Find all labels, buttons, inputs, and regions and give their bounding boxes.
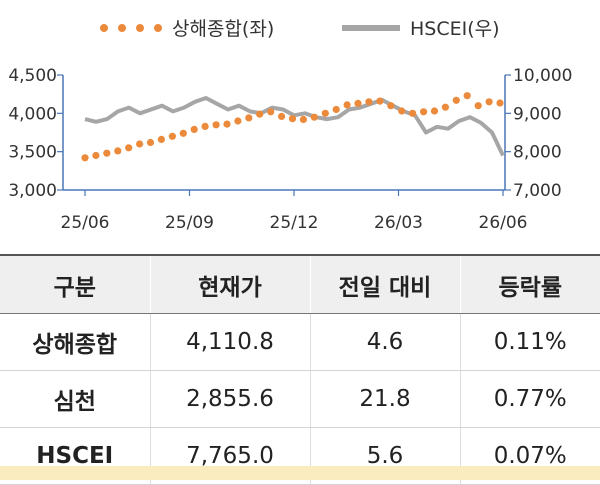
right-tick-label: 10,000 bbox=[513, 66, 572, 86]
header-current-price: 현재가 bbox=[149, 254, 311, 314]
current-price-cell: 4,110.8 bbox=[149, 313, 311, 371]
x-tick-label: 25/06 bbox=[61, 213, 110, 233]
shanghai-point bbox=[321, 109, 329, 117]
shanghai-point bbox=[430, 107, 439, 115]
row-name: 상해종합 bbox=[0, 313, 151, 371]
shanghai-point bbox=[398, 107, 406, 115]
shanghai-point bbox=[223, 120, 231, 128]
shanghai-point bbox=[496, 99, 504, 107]
x-tick-label: 26/06 bbox=[479, 213, 528, 233]
legend-label-hscei: HSCEI(우) bbox=[410, 18, 500, 40]
solid-line-swatch-icon bbox=[342, 24, 400, 31]
footer-band bbox=[0, 466, 600, 480]
table-row: 상해종합 4,110.8 4.6 0.11% bbox=[0, 313, 600, 371]
shanghai-point bbox=[245, 114, 253, 122]
header-change: 전일 대비 bbox=[309, 254, 461, 314]
shanghai-point bbox=[267, 108, 275, 116]
table-row: 심천 2,855.6 21.8 0.77% bbox=[0, 370, 600, 428]
header-category: 구분 bbox=[0, 254, 151, 314]
shanghai-point bbox=[125, 144, 133, 152]
shanghai-point bbox=[81, 154, 89, 162]
row-name: 심천 bbox=[0, 370, 151, 428]
change-rate-cell: 0.77% bbox=[459, 370, 600, 428]
shanghai-point bbox=[168, 132, 176, 140]
shanghai-point bbox=[409, 109, 417, 117]
shanghai-point bbox=[387, 102, 395, 110]
left-tick-label: 3,000 bbox=[8, 181, 57, 201]
legend-item-hscei: HSCEI(우) bbox=[342, 14, 500, 41]
shanghai-point bbox=[474, 102, 482, 110]
shanghai-point bbox=[114, 147, 122, 155]
shanghai-point bbox=[354, 99, 362, 107]
left-tick-label: 3,500 bbox=[8, 143, 57, 163]
shanghai-point bbox=[343, 101, 351, 109]
shanghai-point bbox=[92, 151, 100, 160]
shanghai-point bbox=[463, 92, 471, 100]
index-price-table: 구분 현재가 전일 대비 등락률 상해종합 4,110.8 4.6 0.11% … bbox=[0, 254, 600, 485]
left-tick-label: 4,500 bbox=[8, 66, 57, 86]
change-cell: 4.6 bbox=[309, 313, 461, 371]
change-rate-cell: 0.11% bbox=[459, 313, 600, 371]
shanghai-point bbox=[332, 105, 340, 114]
shanghai-point bbox=[146, 138, 155, 147]
dotted-line-swatch-icon bbox=[100, 23, 162, 32]
legend-label-shanghai: 상해종합(좌) bbox=[172, 18, 275, 40]
shanghai-point bbox=[179, 129, 187, 137]
legend-item-shanghai: 상해종합(좌) bbox=[100, 14, 274, 41]
right-tick-label: 7,000 bbox=[513, 181, 562, 201]
shanghai-point bbox=[278, 112, 286, 120]
x-tick-label: 25/12 bbox=[270, 213, 319, 233]
x-tick-label: 26/03 bbox=[374, 213, 423, 233]
shanghai-point bbox=[234, 117, 242, 125]
x-tick-label: 25/09 bbox=[165, 213, 214, 233]
header-change-rate: 등락률 bbox=[459, 254, 600, 314]
shanghai-point bbox=[157, 135, 165, 143]
shanghai-point bbox=[288, 115, 297, 123]
current-price-cell: 2,855.6 bbox=[149, 370, 311, 428]
shanghai-point bbox=[365, 98, 373, 106]
shanghai-point bbox=[376, 97, 384, 105]
change-cell: 21.8 bbox=[309, 370, 461, 428]
right-tick-label: 8,000 bbox=[513, 143, 562, 163]
shanghai-point bbox=[201, 122, 209, 130]
shanghai-point bbox=[441, 103, 449, 111]
chart-area: 3,000 3,500 4,000 4,500 7,000 8,000 9,000 10,00… bbox=[0, 14, 600, 233]
hscei-line bbox=[84, 96, 505, 157]
line-chart: 3,000 3,500 4,000 4,500 7,000 8,000 9,000 10,00… bbox=[8, 66, 572, 233]
chart-legend: 상해종합(좌) HSCEI(우) bbox=[0, 14, 600, 44]
shanghai-point bbox=[420, 108, 428, 116]
left-tick-label: 4,000 bbox=[8, 104, 57, 124]
shanghai-point bbox=[136, 140, 144, 148]
shanghai-point bbox=[256, 110, 264, 118]
table-header-row: 구분 현재가 전일 대비 등락률 bbox=[0, 254, 600, 314]
shanghai-point bbox=[310, 113, 318, 121]
right-tick-label: 9,000 bbox=[513, 104, 562, 124]
shanghai-point bbox=[103, 149, 111, 157]
shanghai-point bbox=[485, 98, 493, 106]
shanghai-point bbox=[190, 125, 198, 133]
shanghai-point bbox=[452, 96, 460, 104]
shanghai-point bbox=[299, 115, 307, 124]
shanghai-point bbox=[212, 121, 220, 129]
